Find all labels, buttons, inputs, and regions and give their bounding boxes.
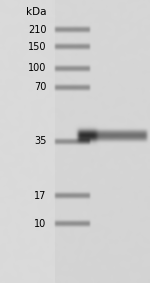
- Text: kDa: kDa: [26, 7, 46, 17]
- Text: 17: 17: [34, 191, 46, 201]
- Text: 150: 150: [28, 42, 46, 52]
- Text: 70: 70: [34, 82, 46, 92]
- Text: 35: 35: [34, 136, 46, 147]
- Text: 210: 210: [28, 25, 46, 35]
- Text: 10: 10: [34, 218, 46, 229]
- Text: 100: 100: [28, 63, 46, 74]
